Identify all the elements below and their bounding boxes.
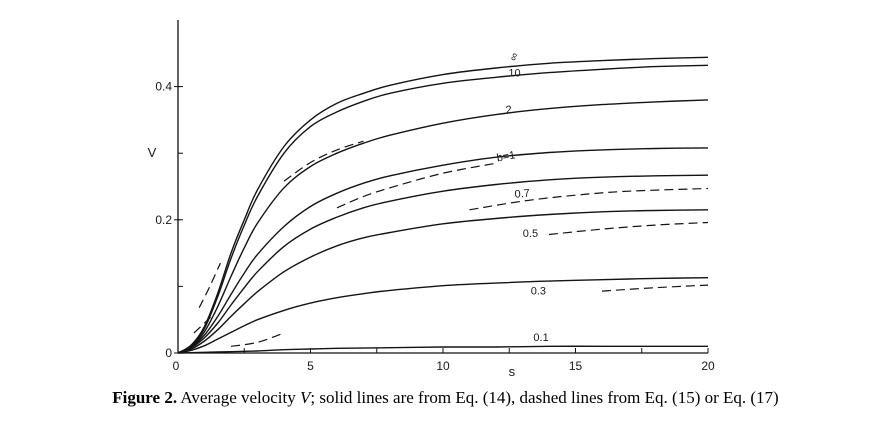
y-axis-label: V bbox=[148, 145, 157, 160]
curve-label: 10 bbox=[508, 68, 520, 80]
curve-label: 0.3 bbox=[531, 285, 546, 297]
curve-label: 0.7 bbox=[514, 188, 530, 201]
curves bbox=[177, 56, 709, 354]
figure-caption: Figure 2. Average velocity V; solid line… bbox=[0, 388, 891, 408]
dashed-curve-15 bbox=[230, 332, 285, 347]
solid-curve-6 bbox=[177, 277, 709, 354]
dashed-curve-10 bbox=[283, 140, 364, 182]
y-tick-label: 0.4 bbox=[155, 80, 172, 94]
curve-label: 0.1 bbox=[533, 332, 548, 344]
x-tick-label: 10 bbox=[436, 359, 450, 373]
solid-curve-1 bbox=[177, 64, 709, 354]
curve-label: b=1 bbox=[496, 149, 516, 164]
caption-post: ; solid lines are from Eq. (14), dashed … bbox=[310, 388, 779, 407]
solid-curve-2 bbox=[177, 99, 709, 354]
axes: 0 5 10 15 20 0 0.2 0.4 s V bbox=[148, 20, 715, 379]
x-tick-label: 0 bbox=[173, 359, 180, 373]
curve-label: 0.5 bbox=[523, 228, 538, 240]
caption-label: Figure 2. bbox=[112, 388, 178, 407]
dashed-curve-12 bbox=[469, 187, 709, 211]
y-tick-label: 0.2 bbox=[155, 213, 172, 227]
dashed-curve-13 bbox=[548, 221, 709, 236]
curve-label: ∞ bbox=[507, 51, 521, 62]
caption-pre: Average velocity bbox=[177, 388, 300, 407]
x-tick-label: 5 bbox=[307, 359, 314, 373]
x-tick-label: 20 bbox=[701, 359, 715, 373]
solid-curve-3 bbox=[177, 147, 709, 354]
dashed-curve-11 bbox=[336, 162, 497, 209]
dashed-curve-14 bbox=[601, 284, 709, 292]
solid-curve-5 bbox=[177, 209, 709, 354]
solid-curve-7 bbox=[177, 345, 708, 354]
curve-labels: ∞ 10 2 b=1 0.7 0.5 0.3 0.1 bbox=[496, 51, 549, 344]
x-tick-label: 15 bbox=[569, 359, 583, 373]
caption-variable: V bbox=[300, 388, 311, 407]
solid-curve-0 bbox=[177, 56, 709, 354]
solid-curve-4 bbox=[177, 174, 709, 354]
x-axis-label: s bbox=[509, 364, 516, 379]
velocity-chart: 0 5 10 15 20 0 0.2 0.4 s V ∞ 10 2 b=1 0.7 0.5 0.3 0.1 bbox=[148, 20, 715, 379]
y-tick-label: 0 bbox=[165, 346, 172, 360]
dashed-curve-9 bbox=[193, 312, 216, 334]
dashed-curve-8 bbox=[198, 262, 221, 308]
curve-label: 2 bbox=[505, 104, 513, 117]
